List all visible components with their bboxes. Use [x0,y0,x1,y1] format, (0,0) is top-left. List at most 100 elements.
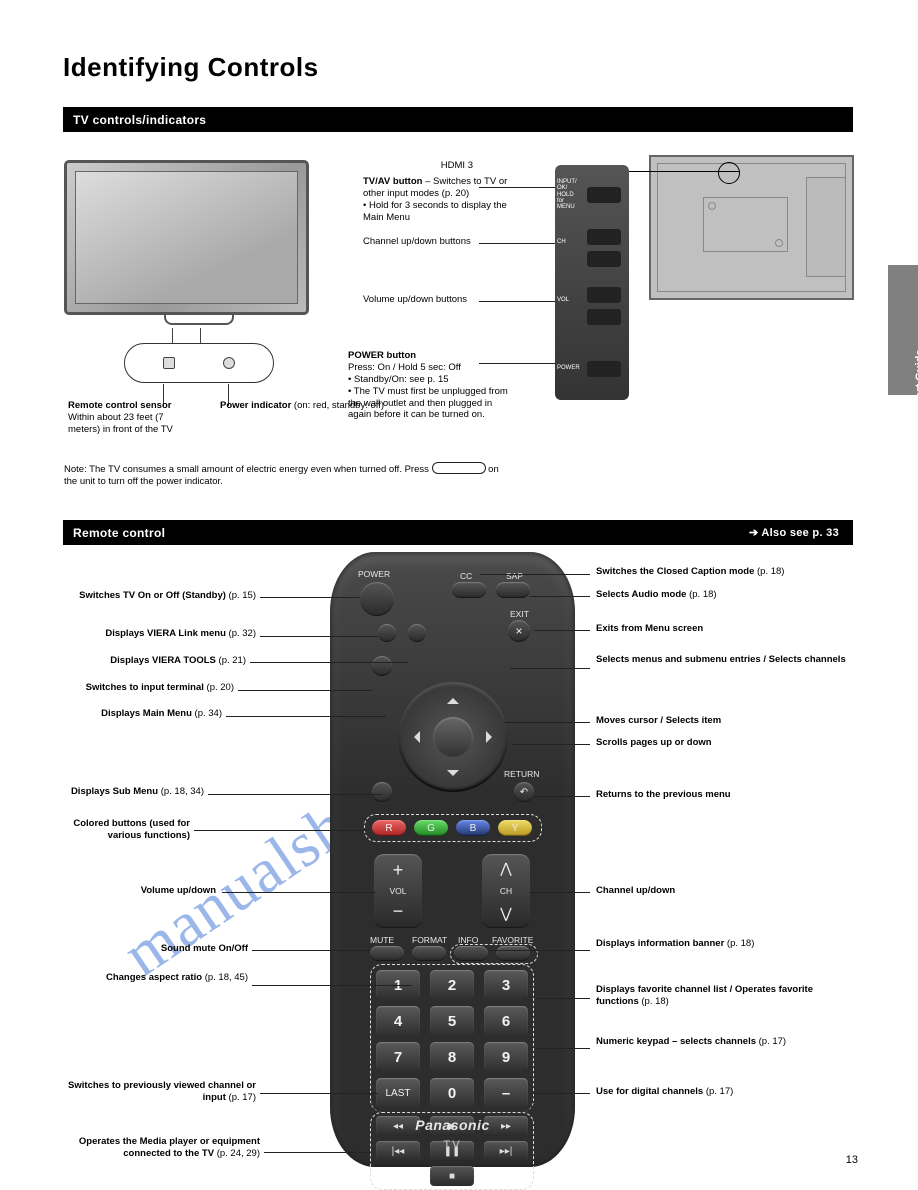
callout-power: Switches TV On or Off (Standby) (p. 15) [66,590,256,602]
lead-line [512,744,590,745]
callout-colored: Colored buttons (used for various functi… [66,818,190,842]
callout-exit-t: Exits from Menu screen [596,623,703,634]
dpad[interactable] [398,682,508,792]
callout-menu: Displays Main Menu (p. 34) [66,708,222,720]
callout-submenu: Displays Sub Menu (p. 18, 34) [66,786,204,798]
lbl-r: R [385,823,392,834]
section-tv-bar: TV controls/indicators [63,107,853,132]
section-remote-title: Remote control [73,526,165,540]
btn-red[interactable]: R [372,820,406,836]
btn-green[interactable]: G [414,820,448,836]
lead-line [260,597,360,598]
btn-power[interactable] [360,582,394,616]
callout-numbers-r: (p. 17) [759,1036,786,1047]
callout-sap: Selects Audio mode (p. 18) [596,589,846,601]
callout-input: Switches to input terminal (p. 20) [66,682,234,694]
key-3[interactable]: 3 [484,970,528,1000]
callout-dash-t: Use for digital channels [596,1086,703,1097]
strip-btn-power[interactable] [587,361,621,377]
key-dash[interactable]: – [484,1078,528,1108]
lead-line [260,636,378,637]
btn-blue[interactable]: B [456,820,490,836]
lead-line [252,950,370,951]
strip-label-power: POWER [557,365,585,371]
strip-btn-ch-dn[interactable] [587,251,621,267]
rear-input-hold: Hold for 3 seconds to display the Main M… [363,200,507,223]
lead-line [530,596,590,597]
tv-front-outline [64,160,309,315]
btn-info[interactable] [454,946,488,961]
key-4[interactable]: 4 [376,1006,420,1036]
remote-figure: POWER CC SAP EXIT × ↶ RETURN R G B Y + [330,552,575,1167]
key-last[interactable]: LAST [376,1078,420,1108]
rear-power-note2: The TV must first be unplugged from the … [348,386,508,421]
ch-up-icon: ⋀ [500,860,511,877]
key-5[interactable]: 5 [430,1006,474,1036]
btn-favorite[interactable] [496,946,530,961]
btn-submenu[interactable] [372,782,392,802]
strip-btn-input[interactable] [587,187,621,203]
dpad-down-icon [447,770,459,782]
lbl-return: RETURN [504,770,539,779]
btn-viera-link[interactable] [378,624,396,642]
btn-return[interactable]: ↶ [514,782,534,802]
rear-vesa-mount [703,197,788,252]
front-note-prefix: Note: The TV consumes a small amount of … [64,464,432,475]
callout-mute-t: Sound mute On/Off [161,943,248,954]
strip-btn-ch-up[interactable] [587,229,621,245]
btn-sap[interactable] [496,582,530,598]
strip-label-ch: CH [557,239,585,245]
callout-tools-t: Displays VIERA TOOLS [110,655,216,666]
callout-submenu-r: (p. 18, 34) [161,786,204,797]
callout-power-t: Switches TV On or Off (Standby) [79,590,226,601]
lead-line [534,630,590,631]
callout-dash: Use for digital channels (p. 17) [596,1086,854,1098]
key-9[interactable]: 9 [484,1042,528,1072]
key-8[interactable]: 8 [430,1042,474,1072]
btn-ch[interactable]: ⋀ CH ⋁ [482,854,530,928]
lead-line [536,998,590,999]
callout-info-t: Displays information banner [596,938,724,949]
key-0[interactable]: 0 [430,1078,474,1108]
lead-line [208,794,382,795]
callout-menu-r: (p. 34) [195,708,222,719]
callout-cc-t: Switches the Closed Caption mode [596,566,754,577]
strip-label-input: INPUT/ OK/ HOLD for MENU [557,179,585,210]
strip-btn-vol-dn[interactable] [587,309,621,325]
rear-hdmi-label: HDMI 3 [383,160,473,172]
lead-line [530,1093,590,1094]
btn-format[interactable] [412,946,446,961]
btn-mute[interactable] [370,946,404,961]
lead-line [226,716,386,717]
front-note: Note: The TV consumes a small amount of … [64,462,514,488]
strip-btn-vol-up[interactable] [587,287,621,303]
key-7[interactable]: 7 [376,1042,420,1072]
dpad-left-icon [408,731,420,743]
btn-yellow[interactable]: Y [498,820,532,836]
btn-viera-tools[interactable] [408,624,426,642]
key-6[interactable]: 6 [484,1006,528,1036]
rear-ch-label: Channel up/down buttons [363,236,518,248]
lead-line [480,574,590,575]
dpad-up-icon [447,692,459,704]
callout-format-r: (p. 18, 45) [205,972,248,983]
lead-line [530,892,590,893]
page: Identifying Controls TV controls/indicat… [0,0,918,1188]
rear-input-title: TV/AV button [363,176,422,187]
callout-ok: Selects menus and submenu entries / Sele… [596,654,854,666]
key-2[interactable]: 2 [430,970,474,1000]
callout-format: Changes aspect ratio (p. 18, 45) [66,972,248,984]
btn-cc[interactable] [452,582,486,598]
btn-vol[interactable]: + VOL − [374,854,422,928]
btn-stop[interactable]: ■ [430,1166,474,1186]
power-btn-icon [432,462,486,474]
btn-input[interactable] [372,656,392,676]
callout-last: Switches to previously viewed channel or… [66,1080,256,1104]
btn-exit[interactable]: × [508,620,530,642]
strip-label-vol: VOL [557,297,585,303]
front-remote-sensor-label: Remote control sensor Within about 23 fe… [68,400,194,436]
lead-line [264,1152,370,1153]
callout-viera-link: Displays VIERA Link menu (p. 32) [66,628,256,640]
callout-dash-r: (p. 17) [706,1086,733,1097]
callout-tools: Displays VIERA TOOLS (p. 21) [66,655,246,667]
